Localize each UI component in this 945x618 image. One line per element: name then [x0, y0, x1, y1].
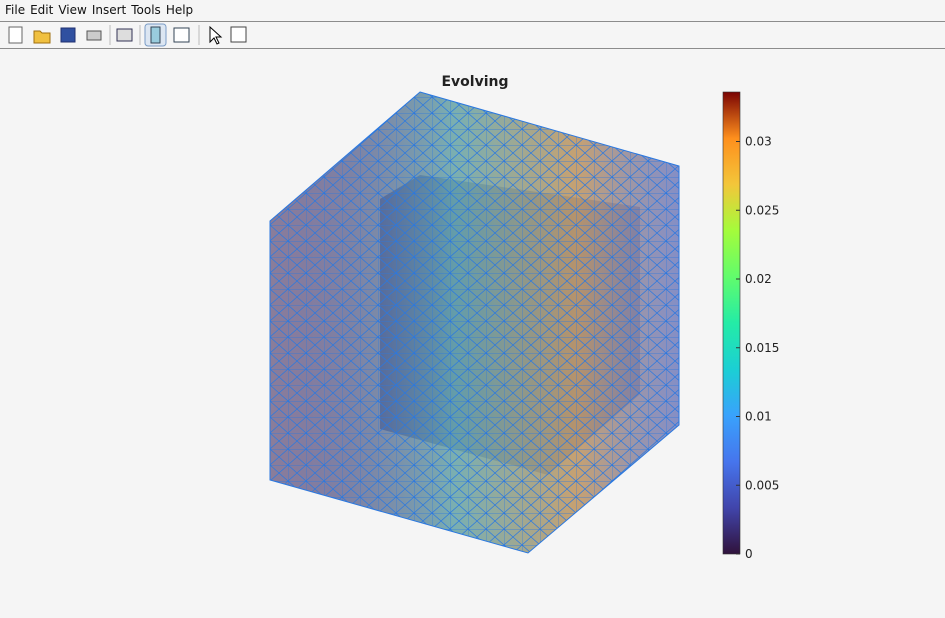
figure-canvas: Evolving 0 0.005 0.01 0.015 0.02 0.025 0.03: [269, 74, 779, 561]
mesh-plot: [269, 91, 680, 554]
colorbar: [722, 91, 741, 555]
legend-icon[interactable]: [173, 27, 190, 43]
pointer-icon[interactable]: [209, 25, 223, 45]
link-icon[interactable]: [116, 28, 133, 42]
menu-item[interactable]: Edit: [30, 3, 54, 17]
menu-bar: File Edit View Insert Tools Help: [0, 0, 945, 22]
colorbar-tick-label: 0.02: [745, 272, 772, 286]
colorbar-tick-label: 0.03: [745, 135, 772, 149]
colorbar-tick-label: 0.01: [745, 410, 772, 424]
menu-item[interactable]: Insert: [91, 3, 127, 17]
menu-item[interactable]: File: [5, 3, 26, 17]
property-icon[interactable]: [230, 26, 247, 43]
print-icon[interactable]: [86, 30, 102, 41]
toolbar-icons: [8, 23, 247, 47]
colorbar-icon: [150, 26, 161, 44]
open-icon[interactable]: [33, 30, 51, 44]
colorbar-tick-label: 0: [745, 547, 753, 561]
menu-item[interactable]: Tools: [131, 3, 161, 17]
save-icon[interactable]: [60, 27, 76, 43]
new-icon[interactable]: [8, 26, 23, 44]
colorbar-tick-label: 0.015: [745, 341, 779, 355]
menu-item[interactable]: View: [58, 3, 87, 17]
colorbar-tick-label: 0.025: [745, 203, 779, 217]
toolbar: [0, 22, 945, 49]
colorbar-tick-label: 0.005: [745, 478, 779, 492]
plot-title: Evolving: [441, 74, 508, 90]
menu-item[interactable]: Help: [165, 3, 194, 17]
